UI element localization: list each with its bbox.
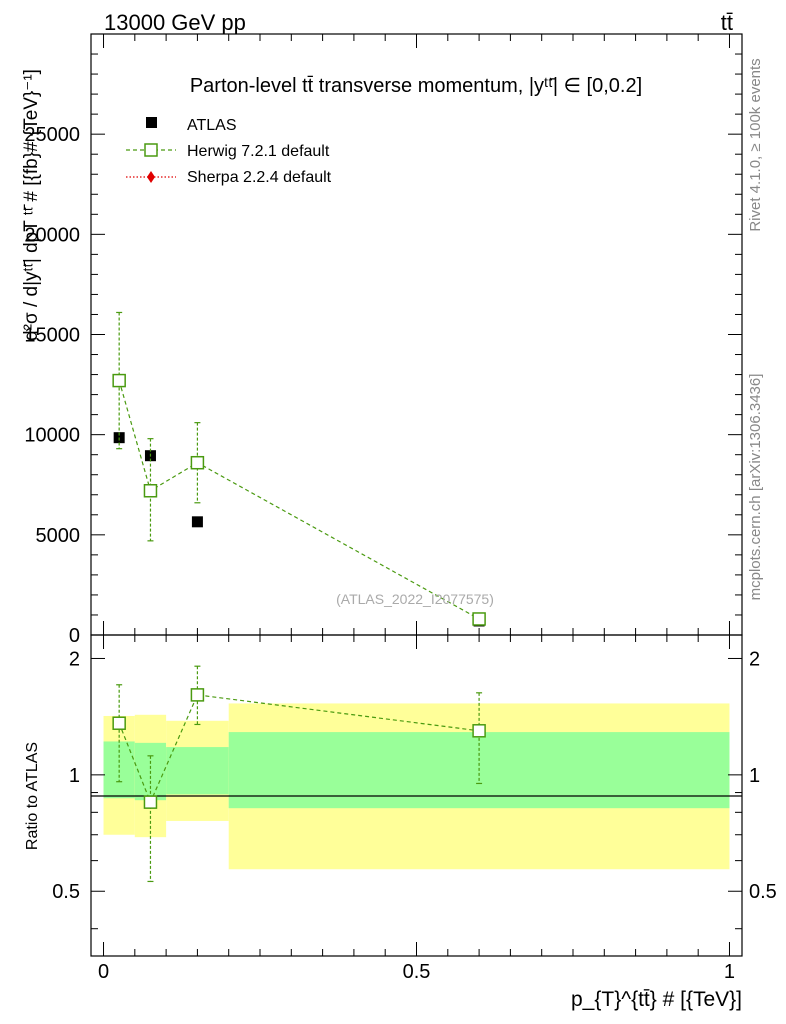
main-y-tick-label: 15000 bbox=[24, 325, 80, 347]
main-herwig-line bbox=[118, 380, 480, 620]
legend-herwig-marker bbox=[144, 143, 158, 157]
ratio-herwig-line bbox=[118, 694, 480, 804]
main-y-tick-label: 5000 bbox=[36, 525, 81, 547]
plot-title: Parton-level tt̄ transverse momentum, |y… bbox=[190, 75, 642, 97]
ratio-y-tick-label: 1 bbox=[69, 765, 80, 787]
main-herwig-point bbox=[472, 612, 486, 626]
legend-atlas-label: ATLAS bbox=[187, 117, 237, 134]
legend-herwig-label: Herwig 7.2.1 default bbox=[187, 143, 330, 160]
ratio-herwig-point bbox=[472, 724, 486, 738]
ratio-herwig-point bbox=[112, 716, 126, 730]
atlas-point bbox=[191, 516, 203, 528]
ratio-y-tick-label-right: 2 bbox=[749, 648, 760, 670]
ratio-panel: 0.5 0.51 12 2 0 0.5 1 Ratio to ATLAS p_{T}^{t… bbox=[24, 34, 777, 1011]
main-herwig-point bbox=[143, 484, 158, 498]
ratio-y-tick-label-right: 0.5 bbox=[749, 881, 777, 903]
main-y-tick-label: 10000 bbox=[24, 425, 80, 447]
ratio-y-tick-label-right: 1 bbox=[749, 765, 760, 787]
x-axis-label: p_{T}^{tt̄} # [{TeV}] bbox=[571, 988, 742, 1011]
main-y-tick-label: 20000 bbox=[24, 224, 80, 246]
ratio-series bbox=[112, 665, 486, 883]
ratio-herwig-point bbox=[190, 688, 205, 702]
main-herwig-point bbox=[112, 373, 126, 388]
ratio-y-tick-label: 2 bbox=[69, 648, 80, 670]
ratio-y-tick-label: 0.5 bbox=[52, 881, 80, 903]
process-label: tt̄ bbox=[721, 10, 733, 35]
legend-sherpa-label: Sherpa 2.2.4 default bbox=[187, 169, 332, 186]
main-y-tick-label: 25000 bbox=[24, 124, 80, 146]
mcplots-label: mcplots.cern.ch [arXiv:1306.3436] bbox=[747, 374, 764, 601]
main-herwig-point bbox=[190, 455, 205, 470]
main-panel: 0 5000 10000 15000 20000 25000 Parton-level t… bbox=[21, 33, 743, 647]
x-tick-label: 0.5 bbox=[403, 961, 431, 983]
main-y-tick-label: 0 bbox=[69, 625, 80, 647]
x-axis: 0 0.5 1 bbox=[98, 34, 735, 983]
legend-atlas-marker bbox=[146, 117, 157, 128]
analysis-watermark: (ATLAS_2022_I2077575) bbox=[336, 591, 494, 607]
ratio-y-axis: 0.5 0.5 1 1 2 2 bbox=[52, 648, 777, 930]
ratio-uncertainty-bands bbox=[103, 703, 730, 870]
rivet-label: Rivet 4.1.0, ≥ 100k events bbox=[747, 58, 764, 231]
main-y-axis-label: d²σ / d|yᵗᵗ̄| dpT ᵗᵗ̄ # [{fb}# {TeV}⁻¹] bbox=[21, 69, 42, 341]
energy-label: 13000 GeV pp bbox=[104, 10, 246, 35]
ratio-herwig-point bbox=[143, 795, 158, 809]
x-tick-label: 0 bbox=[98, 961, 109, 983]
main-y-axis: 0 5000 10000 15000 20000 25000 bbox=[24, 53, 742, 647]
main-series bbox=[112, 311, 486, 627]
x-tick-label: 1 bbox=[724, 961, 735, 983]
ratio-inner-band bbox=[166, 747, 229, 795]
legend: ATLAS Herwig 7.2.1 default Sherpa 2.2.4 … bbox=[126, 117, 332, 186]
ratio-y-axis-label: Ratio to ATLAS bbox=[24, 742, 41, 850]
legend-sherpa-marker bbox=[147, 171, 155, 183]
